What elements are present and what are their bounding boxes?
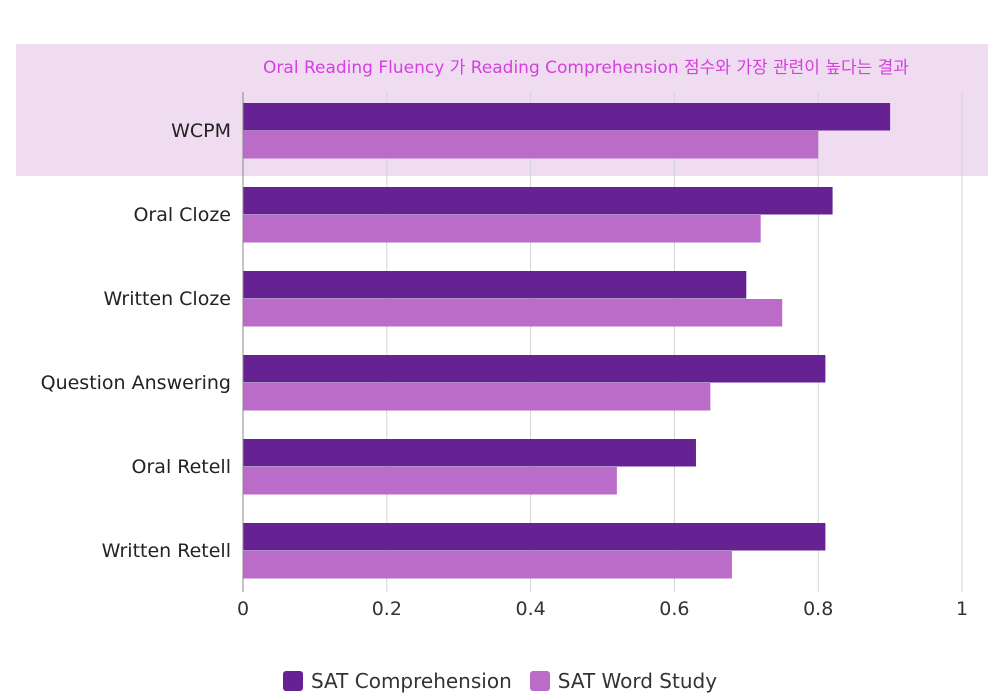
x-tick-label-1: 1 xyxy=(956,598,968,620)
category-label-oral-cloze: Oral Cloze xyxy=(133,204,231,226)
category-label-oral-retell: Oral Retell xyxy=(132,456,231,478)
bar-written-cloze-sat-comprehension xyxy=(243,271,747,299)
grid-lines xyxy=(386,92,963,592)
bar-chart: Oral Reading Fluency 가 Reading Comprehen… xyxy=(16,44,988,620)
bar-wcpm-sat-word-study xyxy=(243,131,819,159)
bar-written-retell-sat-word-study xyxy=(243,551,732,579)
category-labels: WCPM Oral Cloze Written Cloze Question Answ… xyxy=(41,120,231,562)
category-label-question-answering: Question Answering xyxy=(41,372,231,394)
legend-item-sat-comprehension: SAT Comprehension xyxy=(282,669,512,693)
legend-item-sat-word-study: SAT Word Study xyxy=(529,669,718,693)
x-tick-label-0-4: 0.4 xyxy=(515,598,545,620)
bar-oral-cloze-sat-comprehension xyxy=(243,187,833,215)
annotation-text: Oral Reading Fluency 가 Reading Comprehen… xyxy=(263,58,909,78)
legend: SAT Comprehension SAT Word Study xyxy=(0,666,1000,696)
bar-question-answering-sat-comprehension xyxy=(243,355,826,383)
category-label-written-cloze: Written Cloze xyxy=(103,288,231,310)
bar-wcpm-sat-comprehension xyxy=(243,103,891,131)
legend-label-sat-word-study: SAT Word Study xyxy=(557,669,718,693)
bar-written-retell-sat-comprehension xyxy=(243,523,826,551)
x-tick-label-0-2: 0.2 xyxy=(372,598,402,620)
x-axis-ticks: 0 0.2 0.4 0.6 0.8 1 xyxy=(237,598,968,620)
bars xyxy=(243,103,891,579)
x-tick-label-0-8: 0.8 xyxy=(803,598,833,620)
bar-question-answering-sat-word-study xyxy=(243,383,711,411)
bar-oral-retell-sat-comprehension xyxy=(243,439,696,467)
legend-swatch-sat-comprehension xyxy=(282,671,303,691)
legend-swatch-sat-word-study xyxy=(529,671,550,691)
category-label-written-retell: Written Retell xyxy=(102,540,231,562)
category-label-wcpm: WCPM xyxy=(171,120,231,142)
legend-label-sat-comprehension: SAT Comprehension xyxy=(310,669,512,693)
x-tick-label-0-6: 0.6 xyxy=(659,598,689,620)
bar-oral-retell-sat-word-study xyxy=(243,467,617,495)
bar-written-cloze-sat-word-study xyxy=(243,299,783,327)
bar-oral-cloze-sat-word-study xyxy=(243,215,761,243)
x-tick-label-0: 0 xyxy=(237,598,249,620)
